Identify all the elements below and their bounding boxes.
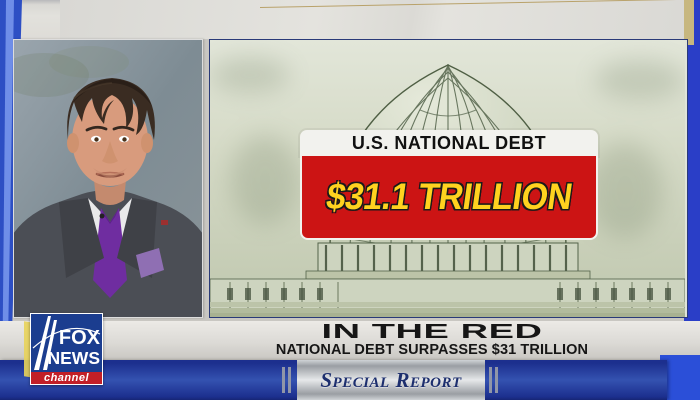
svg-text:channel: channel — [44, 372, 90, 384]
svg-text:FOX: FOX — [59, 327, 101, 349]
svg-text:NEWS: NEWS — [48, 348, 101, 368]
